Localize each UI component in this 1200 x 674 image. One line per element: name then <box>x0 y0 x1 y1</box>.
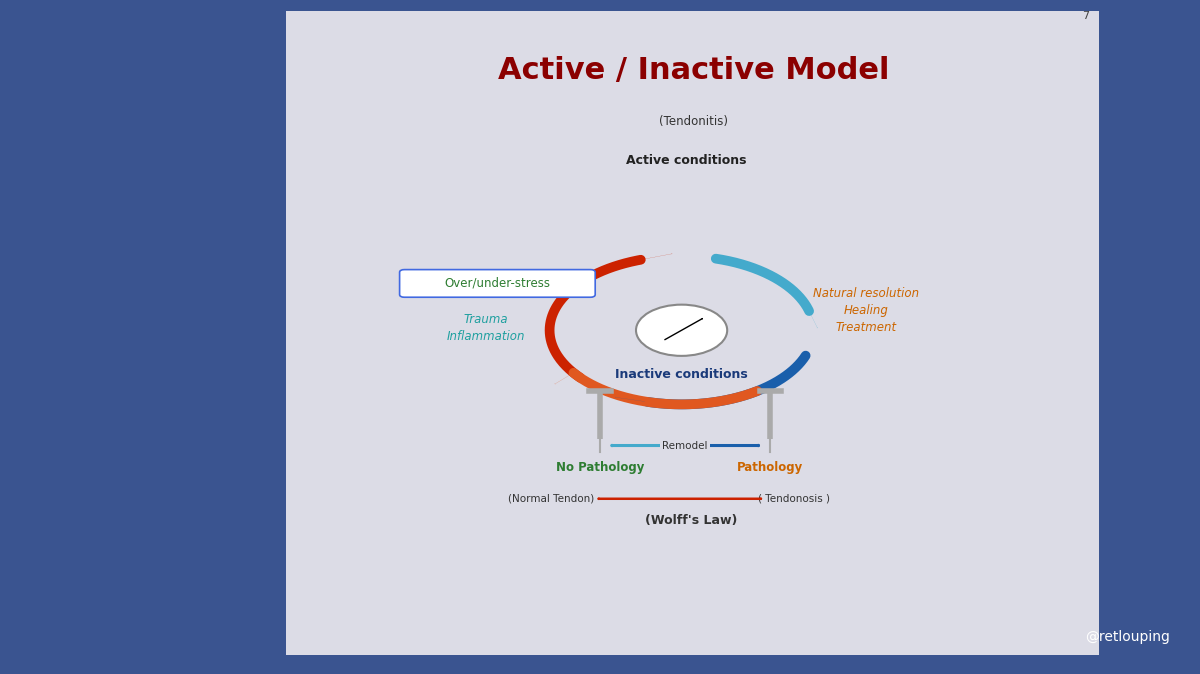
Text: Pathology: Pathology <box>737 460 804 474</box>
Text: Active conditions: Active conditions <box>626 154 746 167</box>
Text: 7: 7 <box>1082 11 1090 22</box>
FancyBboxPatch shape <box>286 11 1099 655</box>
Text: Over/under-stress: Over/under-stress <box>444 277 551 290</box>
Circle shape <box>636 305 727 356</box>
FancyBboxPatch shape <box>400 270 595 297</box>
Text: (Wolff's Law): (Wolff's Law) <box>646 514 737 527</box>
Text: Natural resolution
Healing
Treatment: Natural resolution Healing Treatment <box>814 286 919 334</box>
Text: Remodel: Remodel <box>662 441 708 450</box>
Text: Active / Inactive Model: Active / Inactive Model <box>498 56 889 86</box>
Text: ( Tendonosis ): ( Tendonosis ) <box>758 494 830 503</box>
Text: @retlouping: @retlouping <box>1085 630 1170 644</box>
Text: Inactive conditions: Inactive conditions <box>616 367 748 381</box>
Text: (Tendonitis): (Tendonitis) <box>659 115 728 128</box>
Text: No Pathology: No Pathology <box>556 460 644 474</box>
Text: Trauma
Inflammation: Trauma Inflammation <box>446 313 526 343</box>
Text: (Normal Tendon): (Normal Tendon) <box>508 494 594 503</box>
